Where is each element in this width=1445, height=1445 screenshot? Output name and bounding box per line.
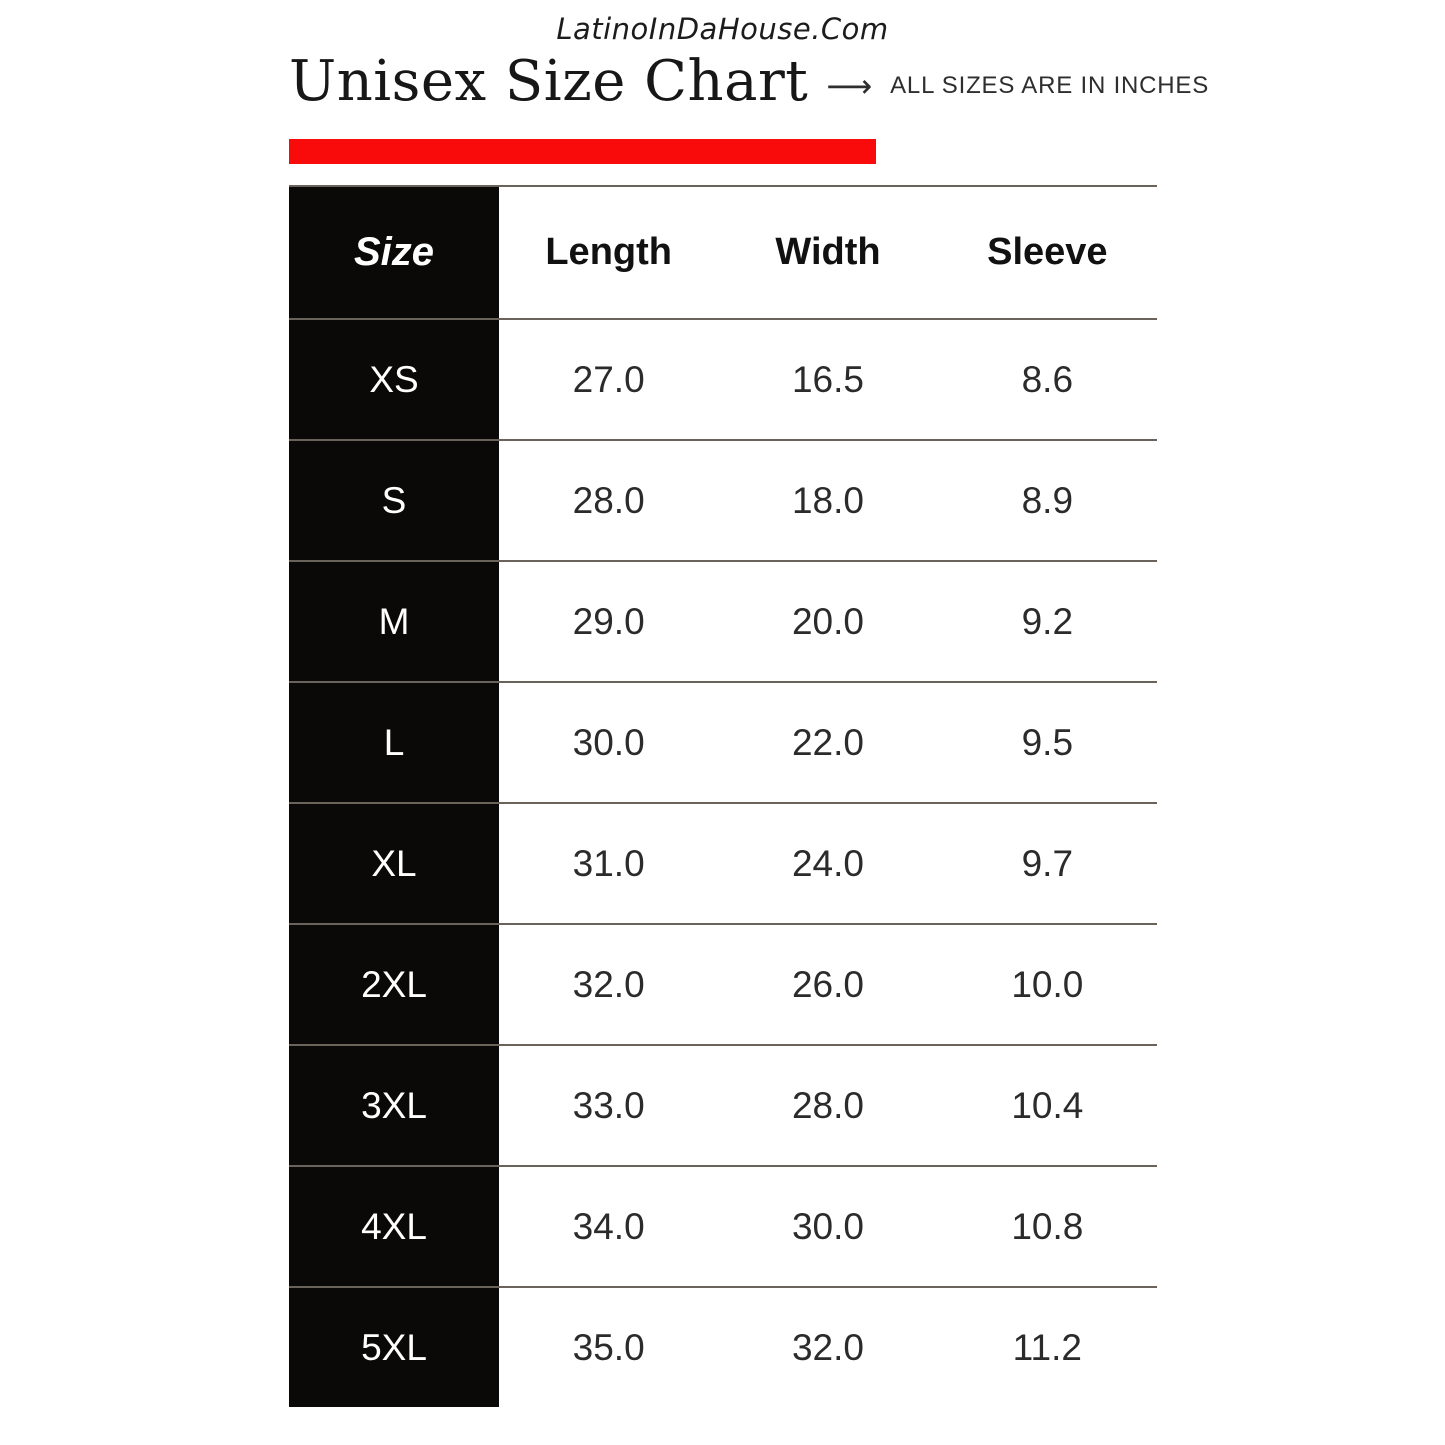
red-accent-bar (289, 139, 876, 164)
size-cell: S (289, 441, 499, 560)
header-cell-sleeve: Sleeve (987, 231, 1108, 273)
table-row: XS 27.0 16.5 8.6 (289, 320, 1157, 441)
value-cell: 33.0 (572, 1084, 645, 1126)
value-cell: 9.2 (1021, 600, 1074, 642)
value-cell: 32.0 (791, 1326, 864, 1368)
units-note: ALL SIZES ARE IN INCHES (890, 72, 1210, 100)
value-cell: 20.0 (791, 600, 864, 642)
header-cell-length: Length (545, 231, 672, 273)
header-cell-size: Size (289, 187, 499, 318)
value-cell: 30.0 (791, 1205, 864, 1247)
value-cell: 28.0 (791, 1084, 864, 1126)
value-cell: 26.0 (791, 963, 864, 1005)
value-cell: 29.0 (572, 600, 645, 642)
value-cell: 8.6 (1021, 358, 1074, 400)
value-cell: 31.0 (572, 842, 645, 884)
value-cell: 18.0 (791, 479, 864, 521)
table-row: XL 31.0 24.0 9.7 (289, 804, 1157, 925)
value-cell: 24.0 (791, 842, 864, 884)
table-row: L 30.0 22.0 9.5 (289, 683, 1157, 804)
value-cell: 16.5 (791, 358, 864, 400)
value-cell: 10.4 (1011, 1084, 1084, 1126)
size-cell: L (289, 683, 499, 802)
table-header-row: Size Length Width Sleeve (289, 187, 1157, 320)
header-cell-width: Width (775, 231, 881, 273)
value-cell: 32.0 (572, 963, 645, 1005)
value-cell: 28.0 (572, 479, 645, 521)
size-chart-table: Size Length Width Sleeve XS 27.0 16.5 8.6 S 28.0 1… (289, 185, 1157, 1407)
table-row: S 28.0 18.0 8.9 (289, 441, 1157, 562)
size-cell: 4XL (289, 1167, 499, 1286)
size-cell: 3XL (289, 1046, 499, 1165)
value-cell: 27.0 (572, 358, 645, 400)
table-row: M 29.0 20.0 9.2 (289, 562, 1157, 683)
value-cell: 10.0 (1011, 963, 1084, 1005)
table-row: 2XL 32.0 26.0 10.0 (289, 925, 1157, 1046)
size-cell: 2XL (289, 925, 499, 1044)
size-cell: XL (289, 804, 499, 923)
site-url-text: LatinoInDaHouse.Com (556, 12, 889, 46)
value-cell: 8.9 (1021, 479, 1074, 521)
page-title: Unisex Size Chart (289, 49, 809, 114)
size-cell: 5XL (289, 1288, 499, 1407)
value-cell: 9.5 (1021, 721, 1074, 763)
value-cell: 30.0 (572, 721, 645, 763)
value-cell: 35.0 (572, 1326, 645, 1368)
size-cell: XS (289, 320, 499, 439)
title-row: Unisex Size Chart ⟶ ALL SIZES ARE IN INC… (289, 49, 1389, 114)
table-row: 3XL 33.0 28.0 10.4 (289, 1046, 1157, 1167)
value-cell: 22.0 (791, 721, 864, 763)
value-cell: 11.2 (1012, 1326, 1082, 1368)
value-cell: 34.0 (572, 1205, 645, 1247)
size-cell: M (289, 562, 499, 681)
arrow-right-icon: ⟶ (826, 67, 873, 106)
value-cell: 10.8 (1011, 1205, 1084, 1247)
table-row: 5XL 35.0 32.0 11.2 (289, 1288, 1157, 1407)
value-cell: 9.7 (1021, 842, 1074, 884)
table-row: 4XL 34.0 30.0 10.8 (289, 1167, 1157, 1288)
